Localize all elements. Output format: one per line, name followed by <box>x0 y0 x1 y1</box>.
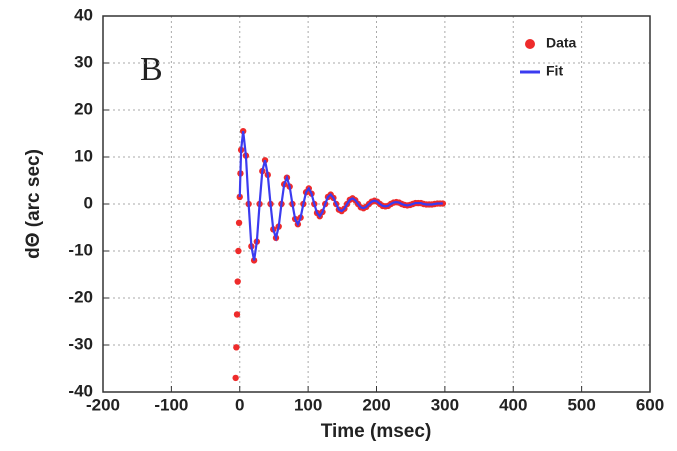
legend-label: Data <box>546 35 577 51</box>
x-tick-label: -200 <box>86 395 120 414</box>
y-tick-label: 30 <box>74 52 93 71</box>
y-tick-label: 20 <box>74 99 93 118</box>
x-tick-label: -100 <box>154 395 188 414</box>
y-tick-label: -10 <box>68 240 93 259</box>
x-tick-label: 600 <box>636 395 664 414</box>
data-point <box>232 374 239 382</box>
y-tick-label: -40 <box>68 381 93 400</box>
data-point <box>233 344 240 351</box>
y-tick-label: 40 <box>74 5 93 24</box>
data-point <box>233 311 241 318</box>
panel-label: B <box>140 51 163 88</box>
data-point <box>234 278 241 285</box>
plot-frame <box>102 15 651 393</box>
x-tick-label: 200 <box>362 395 390 414</box>
x-tick-label: 400 <box>499 395 527 414</box>
x-axis-title: Time (msec) <box>321 421 432 442</box>
data-point <box>235 219 243 226</box>
legend-swatch <box>525 39 535 49</box>
y-tick-label: -30 <box>68 334 93 353</box>
legend-label: Fit <box>546 63 563 79</box>
x-tick-label: 500 <box>567 395 595 414</box>
fit-line <box>238 131 443 261</box>
y-tick-label: 0 <box>84 193 93 212</box>
y-tick-label: -20 <box>68 287 93 306</box>
x-tick-label: 0 <box>235 395 244 414</box>
y-tick-label: 10 <box>74 146 93 165</box>
data-point <box>235 247 242 255</box>
x-tick-label: 300 <box>431 395 459 414</box>
y-axis-title: dΘ (arc sec) <box>23 149 44 259</box>
x-tick-label: 100 <box>294 395 322 414</box>
